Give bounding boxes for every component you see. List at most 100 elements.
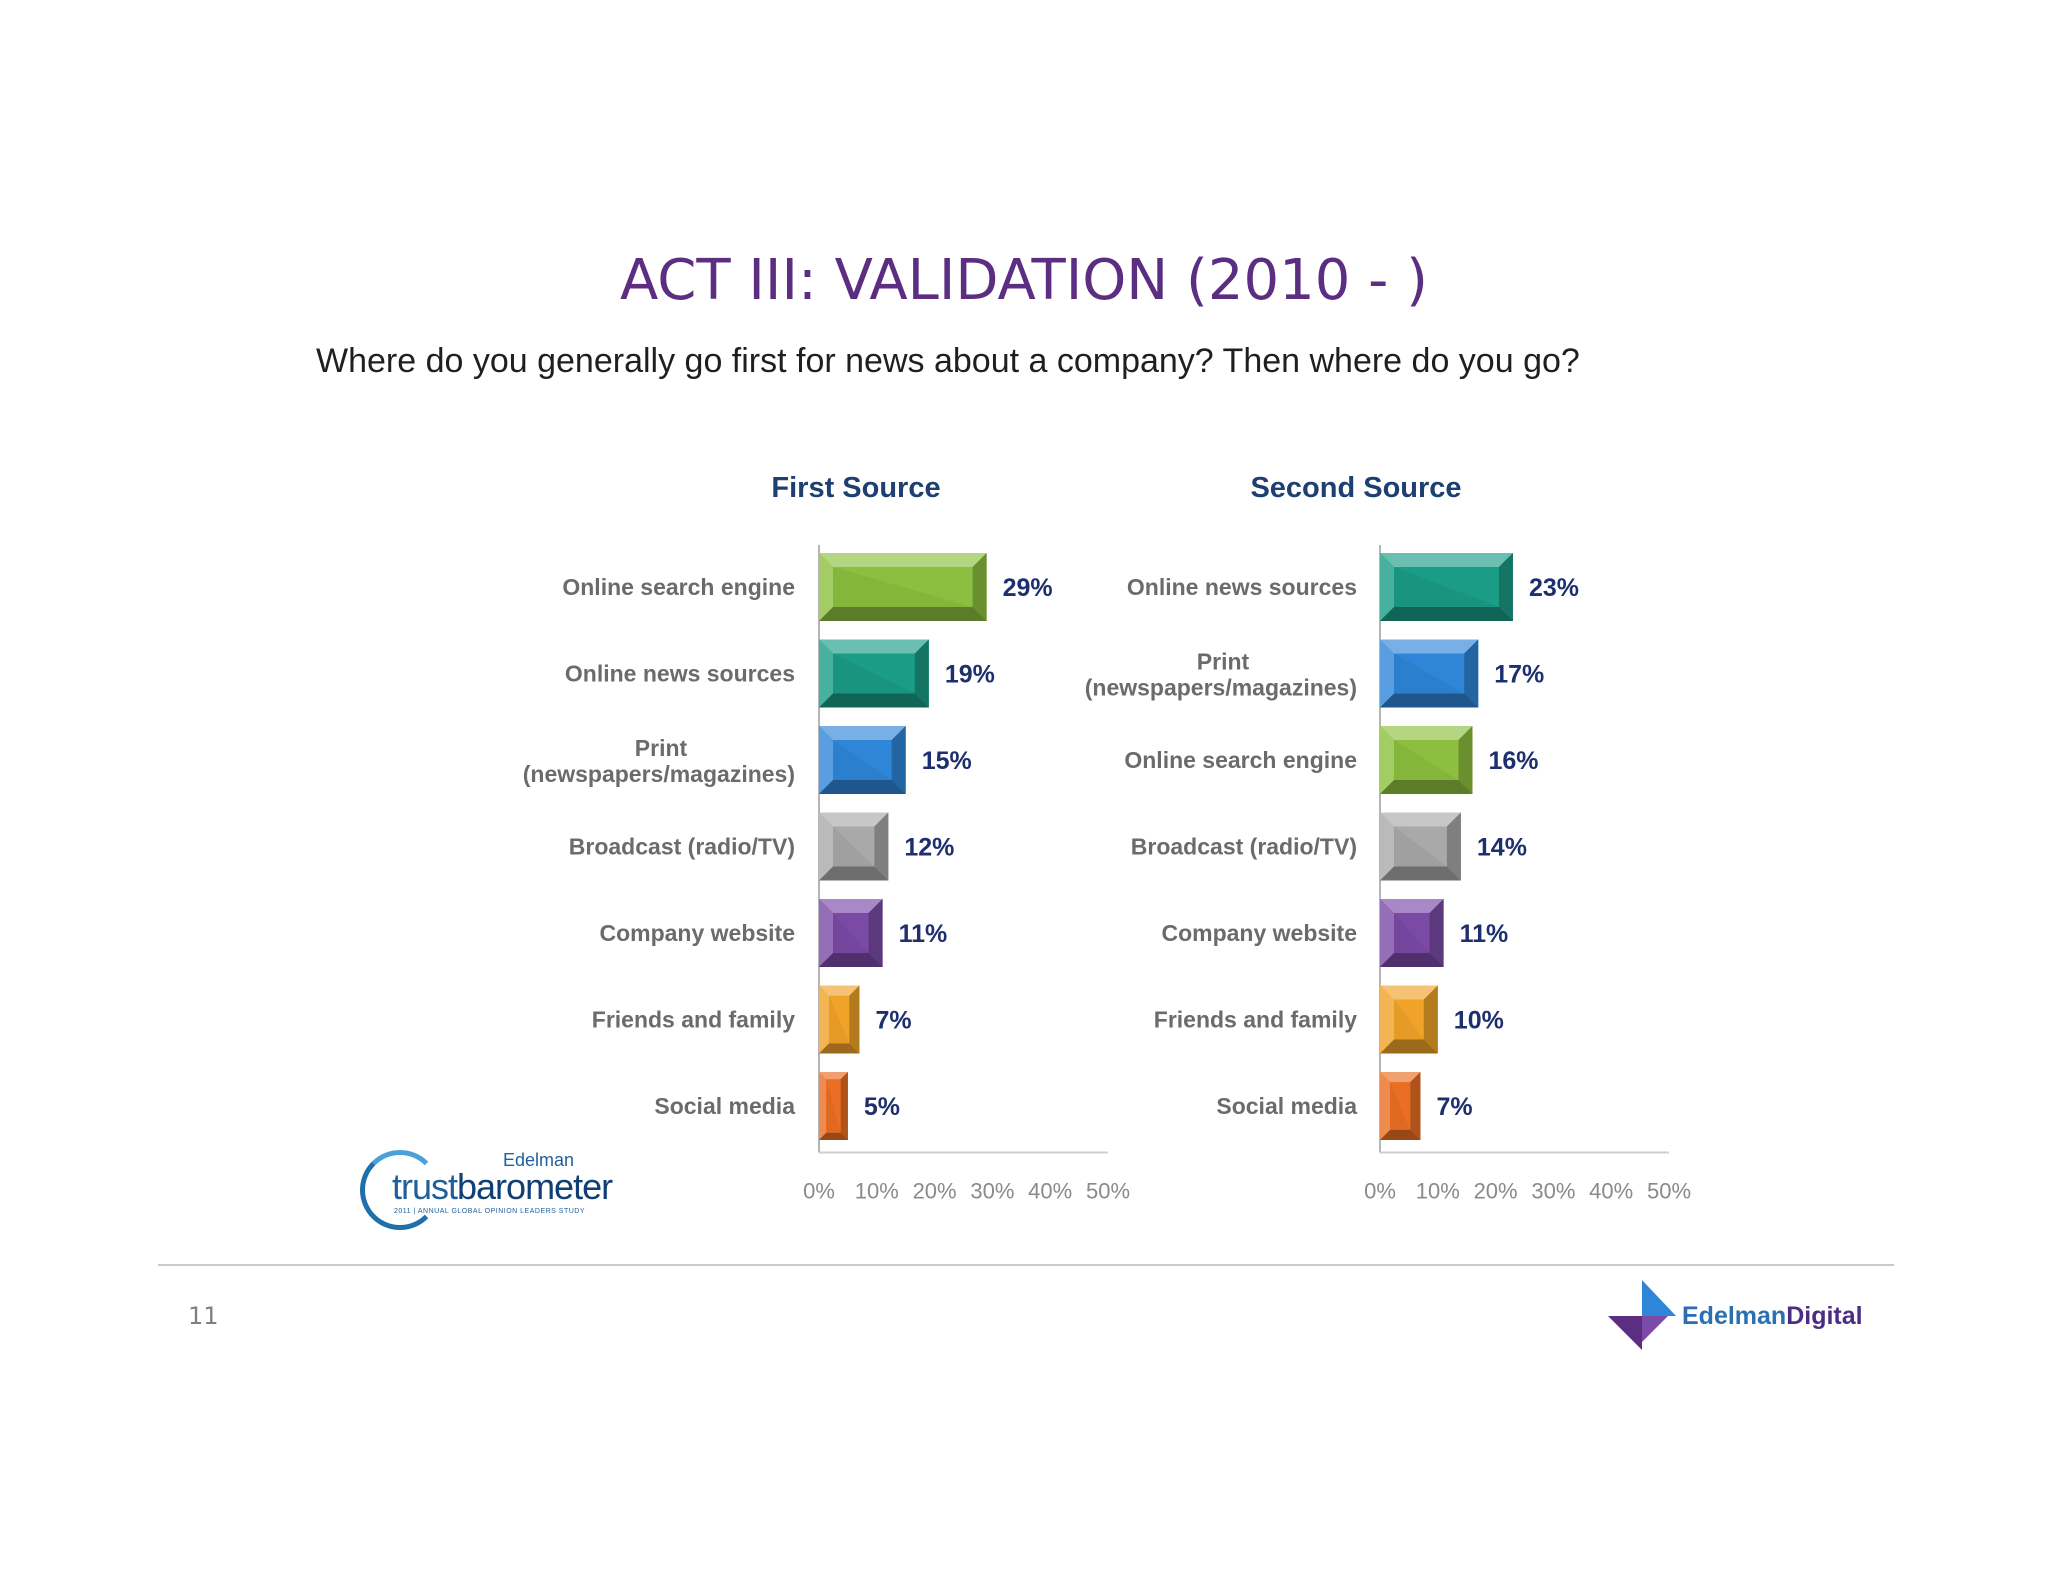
x-tick-label: 20% — [1474, 1179, 1518, 1204]
bar-bevel-right — [1464, 639, 1479, 708]
slide-question: Where do you generally go first for news… — [316, 342, 1580, 380]
bar-bevel-left — [1380, 726, 1394, 794]
category-label: Social media — [654, 1093, 795, 1119]
bar-bevel-right — [874, 812, 889, 881]
bar-value-label: 12% — [904, 834, 954, 862]
bar-bevel-top — [1380, 985, 1438, 1000]
bar-face-shadow — [826, 1079, 841, 1133]
bar-face-shadow — [1394, 913, 1430, 953]
bar-bevel-right — [891, 726, 906, 794]
bar-bevel-bottom — [819, 1043, 860, 1054]
trust-barometer-brand-small: Edelman — [502, 1150, 574, 1170]
bar-bevel-bottom — [1380, 1129, 1421, 1140]
bar-bevel-left — [819, 985, 830, 1054]
bar-bevel-right — [1446, 812, 1461, 881]
category-label: Print (newspapers/magazines) — [523, 735, 795, 787]
bar-face-shadow — [1394, 740, 1459, 780]
page-number: 11 — [188, 1302, 219, 1330]
x-tick-label: 50% — [1647, 1179, 1691, 1204]
bar-value-label: 7% — [1436, 1093, 1472, 1121]
bar-bevel-bottom — [1380, 607, 1513, 621]
bar-bevel-right — [868, 899, 883, 967]
bar-face-shadow — [1394, 826, 1447, 867]
bar-value-label: 14% — [1477, 834, 1527, 862]
category-label: Broadcast (radio/TV) — [1131, 834, 1357, 860]
bar-bevel-left — [1380, 812, 1394, 881]
bar-bevel-left — [819, 726, 833, 794]
category-label-line: Print — [1197, 649, 1250, 675]
x-tick-label: 0% — [803, 1179, 835, 1204]
category-label: Online search engine — [562, 574, 795, 600]
x-tick-label: 10% — [1416, 1179, 1460, 1204]
x-tick-label: 40% — [1028, 1179, 1072, 1204]
bar-bevel-top — [819, 639, 929, 654]
bar-bevel-right — [914, 639, 929, 708]
bar-bevel-right — [1458, 726, 1473, 794]
bar-bevel-right — [972, 553, 987, 621]
bar-face-shadow — [1394, 999, 1424, 1040]
category-label-line: (newspapers/magazines) — [523, 761, 795, 787]
bar-bevel-bottom — [1380, 693, 1479, 708]
category-label: Online news sources — [565, 661, 795, 687]
bar-bevel-bottom — [819, 607, 987, 621]
bar-face-shadow — [829, 995, 850, 1044]
edelman-digital-wordmark: EdelmanDigital — [1682, 1302, 1863, 1331]
bar-value-label: 5% — [864, 1093, 900, 1121]
edelman-digital-logo: EdelmanDigital — [1606, 1278, 1863, 1352]
chart-title-1: First Source — [771, 472, 940, 504]
bar-value-label: 11% — [899, 920, 948, 948]
bar-face-shadow — [1390, 1082, 1411, 1130]
bar-face-shadow — [1394, 653, 1465, 694]
bar-face-shadow — [1394, 567, 1499, 607]
trust-barometer-ring-icon — [360, 1150, 440, 1230]
bar-bevel-left — [1380, 1072, 1391, 1140]
bar-bevel-left — [1380, 553, 1394, 621]
bar-bevel-right — [1429, 899, 1444, 967]
bar-bevel-bottom — [819, 693, 929, 708]
edelman-digital-mark-icon — [1608, 1280, 1676, 1350]
bar-value-label: 29% — [1003, 574, 1053, 602]
bar-value-label: 15% — [922, 747, 972, 775]
footer-divider — [158, 1264, 1894, 1266]
category-label: Company website — [1161, 920, 1357, 946]
bar-face-shadow — [833, 826, 875, 867]
bar-bevel-top — [1380, 639, 1479, 654]
edelman-digital-word-b: Digital — [1786, 1302, 1863, 1330]
x-tick-label: 50% — [1086, 1179, 1130, 1204]
bar-bevel-left — [819, 812, 833, 881]
category-label: Broadcast (radio/TV) — [569, 834, 795, 860]
bar-bevel-top — [1380, 812, 1461, 827]
bar-bevel-left — [819, 553, 833, 621]
bar-bevel-top — [819, 726, 906, 740]
bar-bevel-left — [1380, 985, 1394, 1054]
category-label-line: Print — [635, 735, 688, 761]
category-label: Online search engine — [1124, 747, 1357, 773]
trust-barometer-tagline: 2011 | ANNUAL GLOBAL OPINION LEADERS STU… — [394, 1208, 586, 1215]
category-label: Company website — [599, 920, 795, 946]
bar-bevel-bottom — [1380, 1039, 1438, 1054]
category-label-line: (newspapers/magazines) — [1085, 675, 1357, 701]
bar-bevel-left — [819, 639, 833, 708]
trust-barometer-word-a: trust — [392, 1166, 458, 1207]
bar-bevel-right — [1410, 1072, 1421, 1140]
category-label: Online news sources — [1127, 574, 1357, 600]
x-tick-label: 20% — [913, 1179, 957, 1204]
bar-bevel-bottom — [1380, 953, 1444, 967]
bar-bevel-bottom — [819, 953, 883, 967]
bar-bevel-top — [819, 899, 883, 913]
bar-bevel-top — [819, 812, 889, 827]
bar-value-label: 16% — [1488, 747, 1538, 775]
bar-face-shadow — [833, 740, 892, 780]
category-label: Social media — [1216, 1093, 1357, 1119]
x-tick-label: 0% — [1364, 1179, 1396, 1204]
chart-title-2: Second Source — [1250, 472, 1461, 504]
bar-value-label: 17% — [1494, 661, 1544, 689]
bar-value-label: 19% — [945, 661, 995, 689]
trust-barometer-word-b: barometer — [457, 1166, 613, 1207]
bar-bevel-top — [819, 553, 987, 567]
bar-bevel-bottom — [1380, 866, 1461, 881]
x-tick-label: 30% — [970, 1179, 1014, 1204]
bar-bevel-top — [1380, 899, 1444, 913]
bar-bevel-left — [1380, 899, 1394, 967]
bar-bevel-bottom — [819, 1132, 848, 1140]
